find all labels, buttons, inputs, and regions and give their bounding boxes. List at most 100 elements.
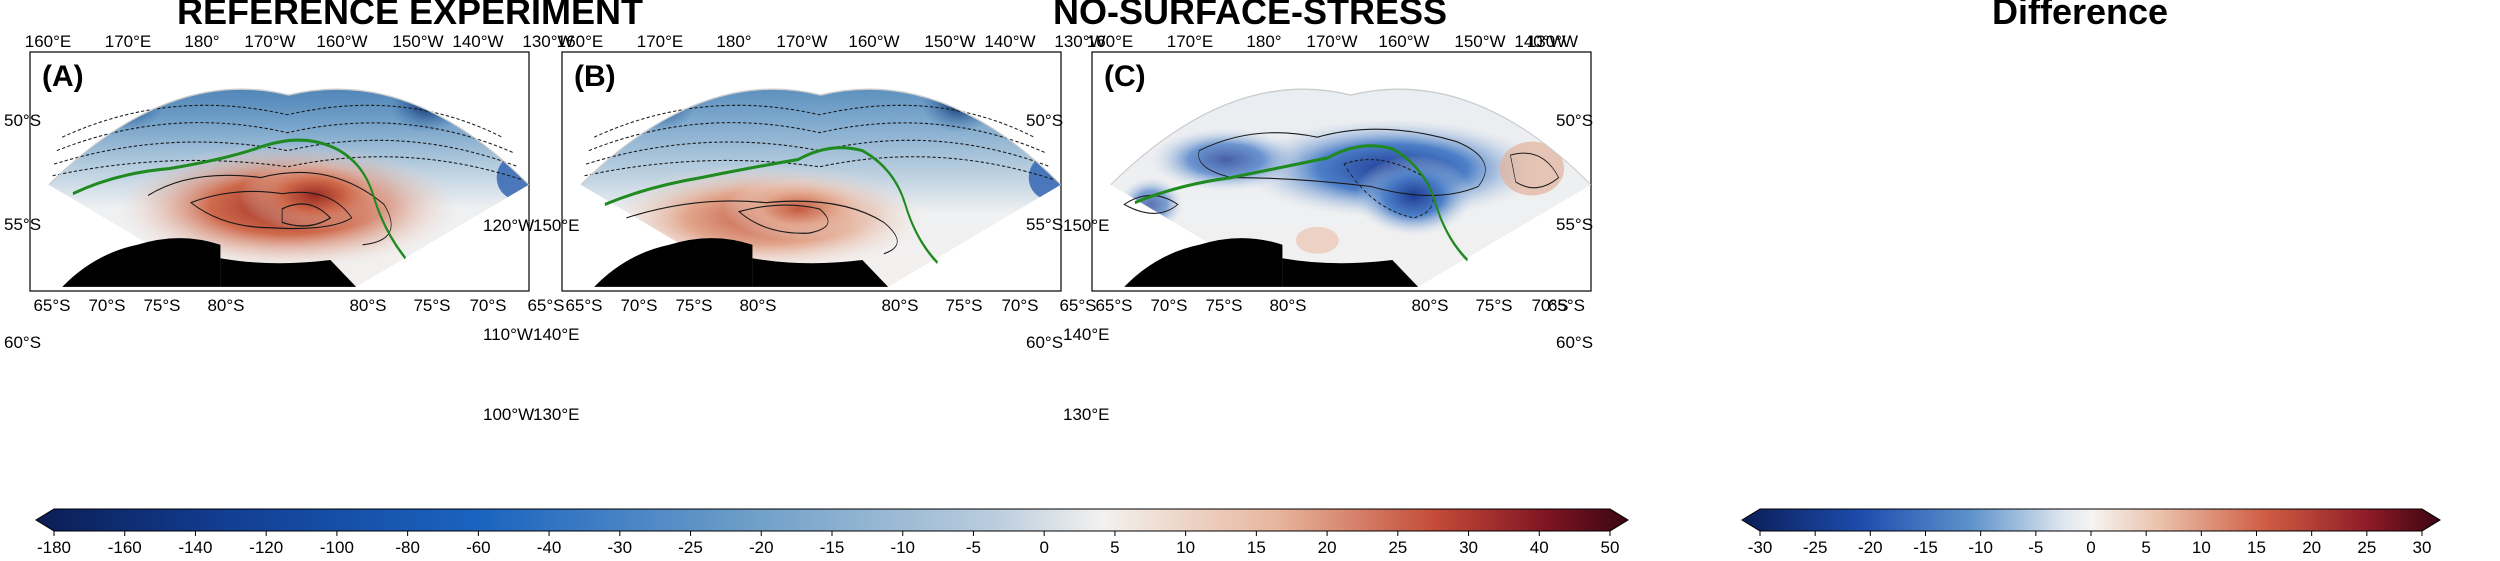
lon-label: 160°E [1087,32,1134,51]
colorbar-diff-ticks: -30 -25 -20 -15 -10 -5 0 5 10 15 20 25 30 [1748,531,2431,557]
colorbar-main-tick-label: -100 [320,538,354,557]
lat-label: 65°S [1548,296,1585,315]
side-label-right: 50°S [1026,111,1063,130]
colorbar-diff-tick-label: -30 [1748,538,1773,557]
lat-label: 80°S [739,296,776,315]
panel-a-label: (A) [42,60,84,93]
lon-label: 180° [716,32,751,51]
side-label-left: 140°E [1063,325,1110,344]
colorbar-diff-tick-label: -5 [2028,538,2043,557]
lon-label: 130°W [1054,32,1105,51]
colorbar-diff-tick-label: 20 [2302,538,2321,557]
side-label-right: 60°S [1556,333,1593,352]
lon-label: 150°W [924,32,975,51]
colorbar-diff-tick-label: 10 [2192,538,2211,557]
lat-label: 70°S [88,296,125,315]
panel-c-lat-labels: 65°S 70°S 75°S 80°S 80°S 75°S 70°S 65°S [1095,296,1585,315]
colorbar-diff-bar [1741,508,2441,532]
panel-c-side-labels: 150°E 140°E 130°E 50°S 55°S 60°S [1063,111,1593,424]
lon-label: 140°W [984,32,1035,51]
panel-b-side-labels: 150°E 140°E 130°E 50°S 55°S 60°S [533,111,1063,424]
colorbar-main-tick-label: -15 [820,538,845,557]
panel-c: (C) 160°E 170°E 180° 170°W 160°W 150°W 1… [1063,32,1593,424]
colorbar-diff-tick-label: -15 [1913,538,1938,557]
colorbar-main-tick-label: -40 [537,538,562,557]
colorbar-diff-tick-label: -10 [1968,538,1993,557]
colorbar-main-tick-label: -120 [249,538,283,557]
side-label-right: 55°S [1556,215,1593,234]
lon-label: 140°W [1514,32,1565,51]
colorbar-main-tick-label: -140 [178,538,212,557]
lat-label: 65°S [1059,296,1096,315]
lon-label: 180° [1246,32,1281,51]
panel-a: (A) 160°E 170°E 180° 170°W 160°W 150°W 1… [4,32,574,424]
colorbar-diff-tick-label: -20 [1858,538,1883,557]
side-label-right: 60°S [1026,333,1063,352]
lon-label: 170°E [1167,32,1214,51]
side-label-left: 130°E [533,405,580,424]
lon-label: 170°W [244,32,295,51]
side-label-left: 140°E [533,325,580,344]
colorbar-main-tick-label: -5 [966,538,981,557]
colorbar-main-tick-label: 0 [1039,538,1048,557]
colorbar-main-tick-label: -80 [395,538,420,557]
side-label-left: 130°E [1063,405,1110,424]
lon-label: 130°W [1527,32,1578,51]
side-label-right: 110°W [483,325,533,344]
lon-label: 170°W [776,32,827,51]
lat-label: 80°S [349,296,386,315]
panel-b-lon-labels: 160°E 170°E 180° 170°W 160°W 150°W 140°W… [557,32,1106,51]
side-label-right: 100°W [483,405,534,424]
side-label-left: 150°E [1063,216,1110,235]
lat-label: 65°S [565,296,602,315]
lat-label: 75°S [675,296,712,315]
side-label-left: 150°E [533,216,580,235]
panel-b: (B) 160°E 170°E 180° 170°W 160°W 150°W 1… [533,32,1106,424]
side-label-right: 120°W [483,216,534,235]
lon-label: 150°W [1454,32,1505,51]
colorbar-main-bar [35,508,1629,532]
lat-label: 70°S [1001,296,1038,315]
side-label-left: 55°S [4,215,41,234]
side-label-left: 50°S [4,111,41,130]
lon-label: 180° [184,32,219,51]
lat-label: 80°S [1411,296,1448,315]
colorbar-main: -180 -160 -140 -120 -100 -80 -60 -40 -30 -25 -20 -1… [35,508,1629,557]
panel-c-title: Difference [1992,0,2168,32]
panel-b-label: (B) [574,60,616,93]
panel-a-side-labels: 50°S 55°S 60°S 120°W 110°W 100°W [4,111,534,424]
lon-label: 160°W [1378,32,1429,51]
lat-label: 75°S [413,296,450,315]
panel-b-lat-labels: 65°S 70°S 75°S 80°S 80°S 75°S 70°S 65°S [565,296,1096,315]
side-label-right: 50°S [1556,111,1593,130]
lon-label: 160°W [848,32,899,51]
lat-label: 80°S [881,296,918,315]
panel-a-title: REFERENCE EXPERIMENT [177,0,643,32]
colorbar-main-tick-label: -20 [749,538,774,557]
colorbar-main-ticks: -180 -160 -140 -120 -100 -80 -60 -40 -30 -25 -20 -1… [37,531,1619,557]
panel-b-title: NO-SURFACE-STRESS [1053,0,1447,32]
lat-label: 70°S [1531,296,1568,315]
colorbar-diff-tick-label: 25 [2357,538,2376,557]
colorbar-diff: -30 -25 -20 -15 -10 -5 0 5 10 15 20 25 30 [1741,508,2441,557]
colorbar-main-tick-label: -60 [466,538,491,557]
colorbar-main-tick-label: 15 [1247,538,1266,557]
side-label-left: 60°S [4,333,41,352]
lat-label: 70°S [469,296,506,315]
lat-label: 80°S [207,296,244,315]
lat-label: 75°S [1205,296,1242,315]
colorbar-main-tick-label: 30 [1459,538,1478,557]
lon-label: 140°W [452,32,503,51]
panel-a-lon-labels: 160°E 170°E 180° 170°W 160°W 150°W 140°W… [25,32,574,51]
lat-label: 80°S [1269,296,1306,315]
panel-c-lon-labels: 160°E 170°E 180° 170°W 160°W 150°W 140°W… [1087,32,1578,51]
lat-label: 70°S [620,296,657,315]
lon-label: 170°W [1306,32,1357,51]
colorbar-main-tick-label: 50 [1601,538,1620,557]
lon-label: 160°W [316,32,367,51]
lat-label: 65°S [33,296,70,315]
panel-c-label: (C) [1104,60,1146,93]
colorbar-diff-tick-label: 5 [2141,538,2150,557]
lon-label: 150°W [392,32,443,51]
